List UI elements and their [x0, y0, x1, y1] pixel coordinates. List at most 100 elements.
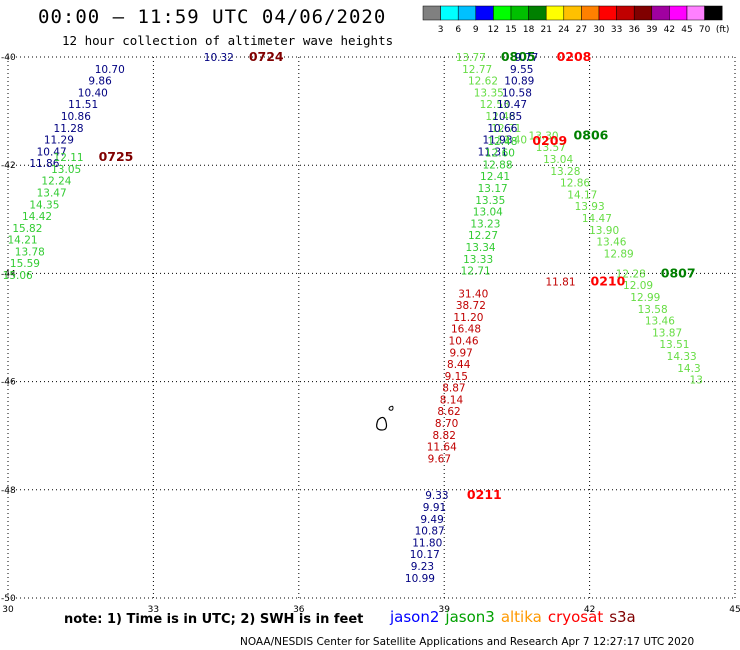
swh-value: 11.40 — [497, 135, 527, 147]
swh-value: 11.81 — [545, 277, 575, 289]
color-scale: 3 6 9 12 15 18 21 24 27 30 33 36 39 42 45 70 (ft) — [422, 5, 729, 35]
legend-item-s3a: s3a — [609, 608, 636, 626]
lon-label: 36 — [293, 605, 305, 615]
swh-value: 9.55 — [510, 64, 533, 76]
swh-value: 9.49 — [420, 514, 443, 526]
track-jason2-0208: 9.779.5510.8910.5810.4710.8510.6611.9311… — [478, 49, 592, 158]
scale-tick-label: 24 — [558, 25, 570, 35]
page-title: 00:00 – 11:59 UTC 04/06/2020 — [38, 6, 387, 28]
swh-value: 11.93 — [482, 135, 512, 147]
scale-tick-label: 9 — [473, 25, 479, 35]
swh-value: 13.05 — [51, 164, 81, 176]
lat-label: -48 — [1, 486, 16, 496]
lat-label: -40 — [1, 53, 16, 63]
lon-label: 45 — [729, 605, 740, 615]
page-subtitle: 12 hour collection of altimeter wave hei… — [62, 33, 394, 48]
track-jason3-0806: 13.3013.5713.0413.2812.8614.1713.9314.47… — [529, 127, 634, 260]
swh-value: 15.06 — [3, 270, 33, 282]
swh-value: 11.64 — [427, 442, 457, 454]
swh-value: 10.86 — [61, 111, 91, 123]
scale-swatch — [704, 5, 723, 21]
swh-value: 9.67 — [428, 453, 451, 465]
scale-tick-label: 36 — [628, 25, 640, 35]
swh-value: 13.93 — [575, 201, 605, 213]
swh-value: 12.41 — [480, 171, 510, 183]
swh-value: 8.70 — [435, 418, 458, 430]
swh-value: 16.48 — [451, 324, 481, 336]
satellite-legend: jason2 jason3 altika cryosat s3a — [390, 608, 642, 626]
swh-value: 13.04 — [473, 207, 503, 219]
swh-value: 10.89 — [504, 76, 534, 88]
lon-label: 30 — [2, 605, 14, 615]
swh-value: 13.77 — [456, 52, 486, 64]
swh-value: 13.35 — [475, 195, 505, 207]
swh-value: 8.82 — [433, 430, 456, 442]
swh-value: 8.87 — [442, 383, 465, 395]
legend-item-jason2: jason2 — [390, 608, 440, 626]
lon-label: 42 — [584, 605, 595, 615]
swh-value: 10.87 — [415, 526, 445, 538]
swh-value: 12.28 — [616, 268, 646, 280]
lon-label: 39 — [438, 605, 450, 615]
swh-value: 13 — [690, 375, 703, 387]
swh-value: 9.77 — [515, 52, 538, 64]
swh-value: 12.71 — [461, 266, 491, 278]
swh-value: 15.82 — [12, 223, 42, 235]
swh-value: 31.40 — [458, 288, 488, 300]
swh-value: 12.71 — [491, 123, 521, 135]
swh-value: 11.28 — [54, 123, 84, 135]
swh-value: 11.29 — [44, 135, 74, 147]
swh-value: 12.86 — [560, 178, 590, 190]
swh-value: 11.51 — [68, 99, 98, 111]
lat-label: -44 — [1, 269, 16, 279]
swh-value: 10.58 — [502, 87, 532, 99]
track-jason2-0210: 11.8131.4038.7211.2016.4810.469.978.449.… — [427, 274, 626, 466]
swh-value: 10.70 — [95, 64, 125, 76]
swh-value: 8.62 — [437, 406, 460, 418]
swh-value: 13.90 — [589, 225, 619, 237]
swh-value: 15.59 — [10, 258, 40, 270]
swh-value: 12.24 — [41, 176, 71, 188]
island-shape — [376, 416, 388, 431]
track-jason3-0805: 13.7712.7712.6213.3512.5312.4612.7111.40… — [456, 49, 536, 147]
islet-shape — [388, 405, 394, 411]
swh-value: 13.04 — [543, 154, 573, 166]
swh-value: 12.46 — [485, 111, 515, 123]
track-jason2-0724: 10.3210.709.8610.4011.5110.8611.2811.291… — [29, 49, 284, 170]
swh-value: 13.78 — [15, 246, 45, 258]
swh-value: 14.33 — [667, 351, 697, 363]
swh-value: 13.34 — [466, 242, 496, 254]
track-time-label: 0208 — [557, 49, 592, 64]
swh-value: 38.72 — [456, 300, 486, 312]
swh-value: 12.77 — [462, 64, 492, 76]
swh-value: 13.33 — [463, 254, 493, 266]
swh-value: 13.28 — [550, 166, 580, 178]
swh-value: 9.33 — [425, 490, 448, 502]
swh-value: 9.15 — [445, 371, 468, 383]
swh-value: 14.17 — [567, 189, 597, 201]
swh-value: 14.47 — [582, 213, 612, 225]
swh-value: 12.60 — [485, 148, 515, 160]
footer-note: note: 1) Time is in UTC; 2) SWH is in fe… — [64, 612, 364, 627]
swh-value: 13.30 — [529, 130, 559, 142]
swh-value: 11.80 — [412, 537, 442, 549]
scale-tick-label: 6 — [455, 25, 461, 35]
scale-tick-label: 12 — [488, 25, 499, 35]
axis-labels: 30 33 36 39 42 45 -40 -42 -44 -46 -48 -50 — [1, 53, 740, 615]
track-time-label: 0805 — [501, 49, 536, 64]
swh-value: 12.88 — [482, 159, 512, 171]
swh-value: 12.27 — [468, 230, 498, 242]
swh-value: 8.44 — [447, 359, 471, 371]
lon-label: 33 — [148, 605, 159, 615]
swh-tracks: 10.3210.709.8610.4011.5110.8611.2811.291… — [3, 49, 703, 585]
swh-value: 9.91 — [423, 502, 446, 514]
swh-value: 13.58 — [638, 304, 668, 316]
swh-value: 14.35 — [29, 199, 59, 211]
swh-value: 10.85 — [492, 111, 522, 123]
lat-label: -50 — [1, 594, 16, 604]
scale-tick-label: 45 — [681, 25, 692, 35]
swh-value: 11.20 — [453, 312, 483, 324]
legend-item-jason3: jason3 — [445, 608, 495, 626]
